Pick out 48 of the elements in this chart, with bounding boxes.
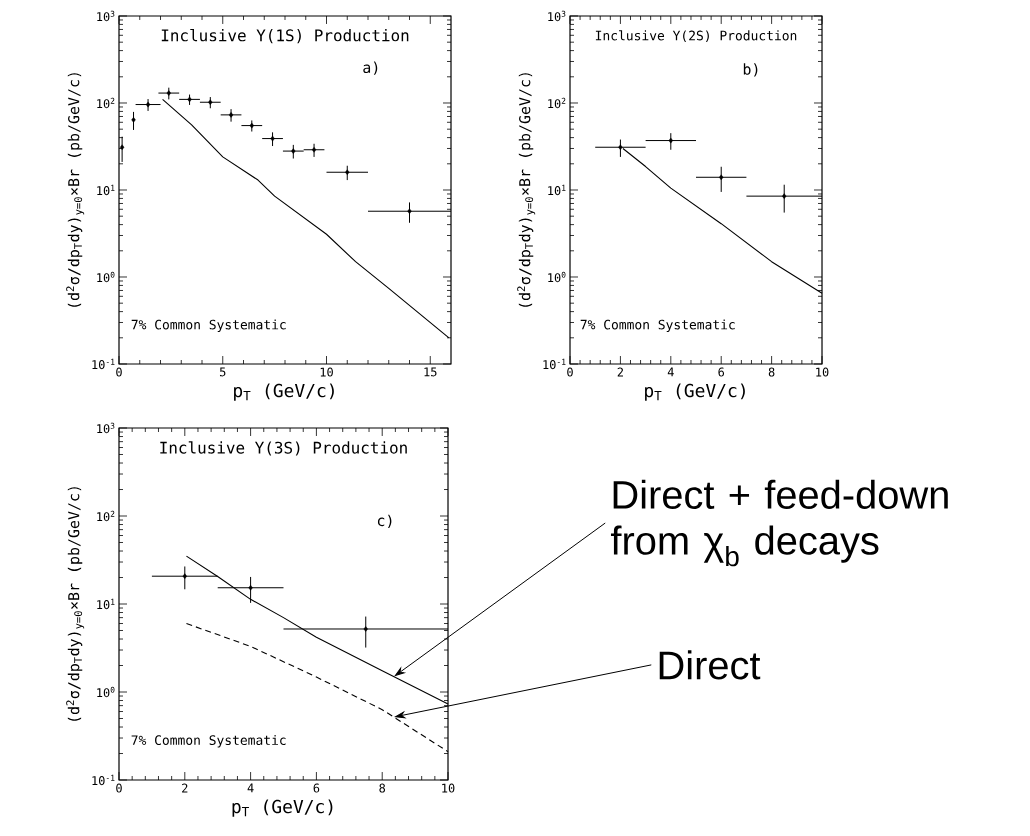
y-tick-label: 10$^{1}$	[97, 184, 115, 196]
x-tick-label: 15	[424, 367, 437, 377]
annotation: a)	[363, 61, 378, 75]
y-tick-label: 10$^{1}$	[97, 598, 115, 610]
text: Inclusive Υ(3S) Production	[160, 441, 407, 456]
y-tick-label: 10$^{-1}$	[92, 358, 115, 370]
y-axis-title: (d$^{2}$σ/dp$_{T}$dy)$_{y=0}$×Br (pb/GeV/c)	[66, 73, 85, 307]
text: Inclusive Υ(1S) Production	[161, 28, 409, 44]
x-tick-label: 10	[816, 367, 829, 377]
x-tick-label: 2	[617, 367, 623, 377]
y-tick-label: 10$^{2}$	[548, 97, 566, 109]
y-tick-label: 10$^{1}$	[548, 184, 566, 196]
text: p$_{T}$ (GeV/c)	[234, 383, 334, 401]
x-tick-label: 2	[182, 783, 188, 793]
x-tick-label: 8	[379, 783, 386, 793]
y-tick-label: 10$^{0}$	[97, 271, 115, 283]
y-tick-label: 10$^{-1}$	[543, 358, 566, 370]
y-tick-label: 10$^{0}$	[548, 271, 566, 283]
x-tick-label: 10	[442, 783, 455, 793]
x-tick-label: 0	[567, 367, 573, 377]
text: Inclusive Υ(2S) Production	[595, 30, 797, 42]
text: p$_{T}$ (GeV/c)	[645, 383, 745, 401]
annotation: b)	[743, 63, 758, 77]
x-tick-label: 4	[667, 367, 674, 377]
annotation: c)	[377, 514, 392, 528]
x-tick-label: 6	[718, 367, 725, 377]
y-tick-label: 10$^{3}$	[548, 10, 566, 22]
y-axis-title: (d$^{2}$σ/dp$_{T}$dy)$_{y=0}$×Br (pb/GeV/c)	[66, 487, 85, 721]
x-tick-label: 0	[116, 783, 122, 793]
y-tick-label: 10$^{2}$	[97, 97, 115, 109]
x-tick-label: 10	[320, 367, 333, 377]
text: p$_{T}$ (GeV/c)	[232, 799, 333, 817]
x-tick-label: 4	[247, 783, 254, 793]
annotation: 7% Common Systematic	[131, 319, 286, 332]
annotation: Direct	[659, 650, 761, 680]
y-axis-title: (d$^{2}$σ/dp$_{T}$dy)$_{y=0}$×Br (pb/GeV/c)	[517, 73, 536, 307]
x-tick-label: 8	[768, 367, 775, 377]
x-tick-label: 5	[219, 367, 226, 377]
annotation: 7% Common Systematic	[131, 735, 286, 748]
annotation: Direct + feed-down from χ$_{b}$ decays	[610, 479, 948, 567]
x-tick-label: 0	[116, 367, 122, 377]
x-tick-label: 6	[313, 783, 320, 793]
y-tick-label: 10$^{3}$	[97, 422, 115, 434]
y-tick-label: 10$^{0}$	[97, 686, 115, 698]
y-tick-label: 10$^{3}$	[97, 10, 115, 22]
y-tick-label: 10$^{-1}$	[92, 774, 115, 786]
annotation: 7% Common Systematic	[580, 319, 735, 332]
y-tick-label: 10$^{2}$	[97, 510, 115, 522]
